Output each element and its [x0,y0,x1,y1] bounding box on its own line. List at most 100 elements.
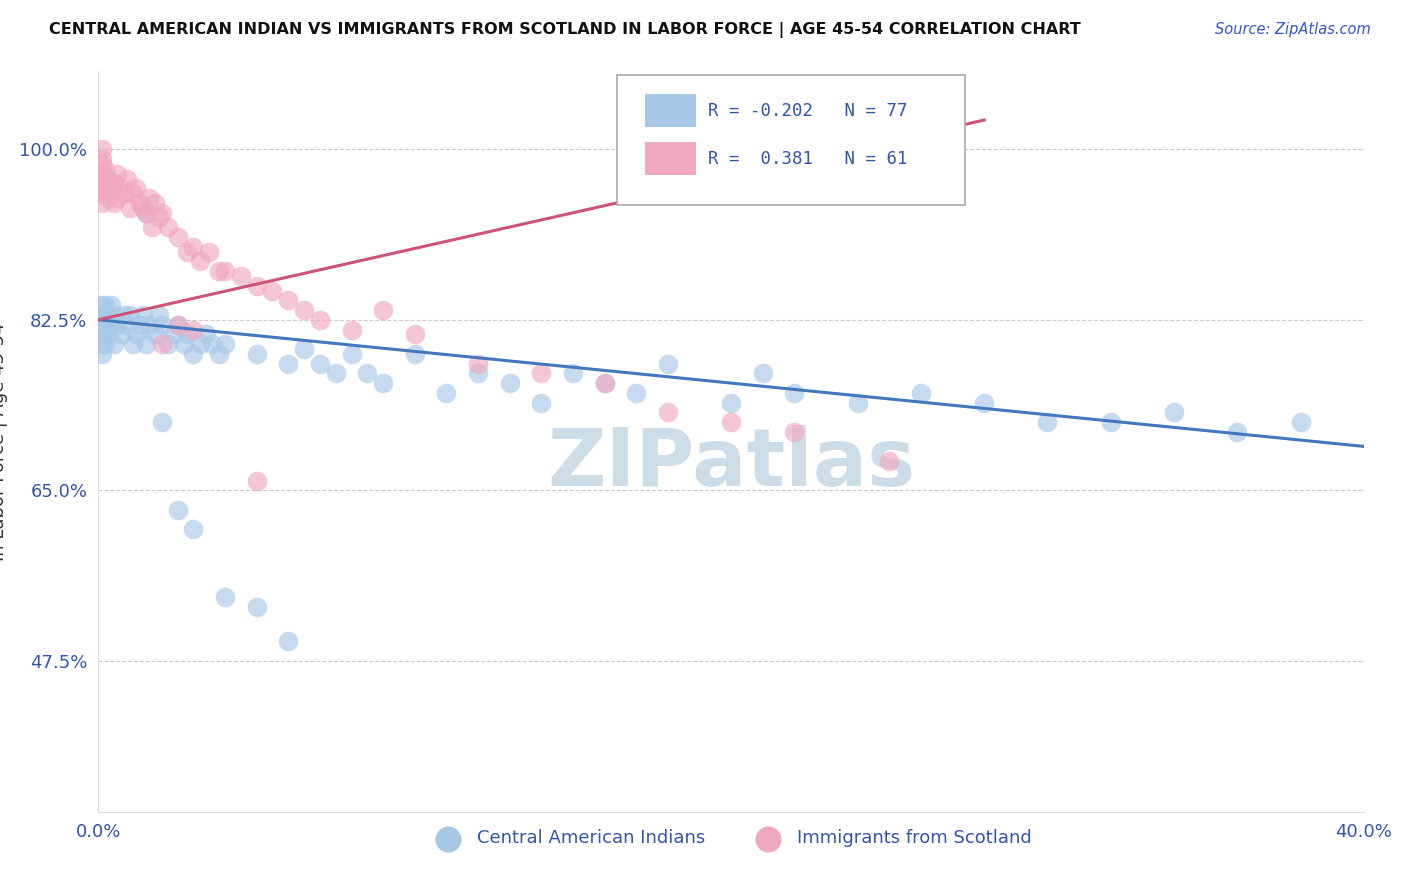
Point [103,177,125,191]
Point [90,186,112,201]
Point [125,327,148,342]
FancyBboxPatch shape [645,94,696,127]
Point [229,268,252,283]
Point [97,327,120,342]
Point [292,303,315,318]
Point [292,342,315,356]
Point [97,308,120,322]
Text: R =  0.381   N = 61: R = 0.381 N = 61 [709,150,908,168]
Point [112,186,135,201]
Point [246,474,269,488]
Point [201,337,224,351]
Point [132,201,155,215]
Point [90,157,112,171]
Point [371,303,394,318]
Point [188,254,211,268]
Point [624,385,647,400]
Point [141,220,163,235]
Point [90,347,112,361]
Point [150,415,173,429]
Point [188,337,211,351]
Text: R = -0.202   N = 77: R = -0.202 N = 77 [709,102,908,120]
Point [783,385,806,400]
Point [467,357,489,371]
Point [277,357,299,371]
Point [183,522,205,536]
Point [183,347,205,361]
Point [309,357,332,371]
Legend: Central American Indians, Immigrants from Scotland: Central American Indians, Immigrants fro… [423,822,1039,855]
Point [90,171,112,186]
Point [148,211,170,225]
Point [214,337,236,351]
Point [166,502,188,516]
Point [163,327,186,342]
Point [1036,415,1059,429]
Point [973,395,995,409]
Point [246,347,269,361]
Point [246,278,269,293]
Point [103,337,125,351]
Point [120,308,141,322]
Point [90,177,112,191]
Point [157,220,180,235]
Point [173,337,195,351]
Point [404,347,426,361]
Point [90,308,112,322]
Point [593,376,616,390]
Point [90,167,112,181]
Point [103,195,125,210]
Y-axis label: In Labor Force | Age 45-54: In Labor Force | Age 45-54 [0,322,8,561]
Point [910,385,932,400]
Point [877,454,900,468]
Point [208,347,231,361]
Point [145,327,166,342]
Point [1226,425,1249,439]
Point [122,186,145,201]
Point [436,385,458,400]
Point [93,181,117,195]
Point [90,308,112,322]
Point [593,376,616,390]
Point [93,337,117,351]
Point [100,318,122,332]
Point [128,318,150,332]
Point [194,327,218,342]
Point [846,395,869,409]
Point [90,318,112,332]
Point [150,318,173,332]
Point [561,367,585,381]
Point [110,181,132,195]
Point [783,425,806,439]
Point [150,337,173,351]
Text: CENTRAL AMERICAN INDIAN VS IMMIGRANTS FROM SCOTLAND IN LABOR FORCE | AGE 45-54 C: CENTRAL AMERICAN INDIAN VS IMMIGRANTS FR… [49,22,1081,38]
Point [1099,415,1122,429]
Point [97,171,120,186]
Point [371,376,394,390]
Point [356,367,378,381]
Point [120,201,141,215]
FancyBboxPatch shape [617,75,966,204]
Point [157,337,180,351]
Point [166,318,188,332]
Point [277,634,299,648]
Point [262,284,284,298]
Point [148,308,170,322]
Point [404,327,426,342]
Point [176,327,198,342]
Point [122,337,145,351]
Point [128,195,150,210]
Point [115,318,138,332]
Point [110,327,132,342]
FancyBboxPatch shape [645,142,696,175]
Point [135,205,157,219]
Point [166,318,188,332]
Point [132,308,155,322]
Point [90,152,112,166]
Point [90,327,112,342]
Point [214,264,236,278]
Point [166,230,188,244]
Point [138,318,160,332]
Point [90,337,112,351]
Point [115,171,138,186]
